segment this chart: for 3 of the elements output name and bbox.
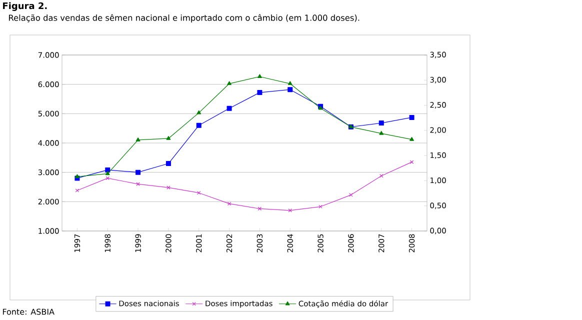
chart-subtitle: Relação das vendas de sêmen nacional e importado com o câmbio (em 1.000 doses). [9,14,360,22]
chart-title: Figura 2. [3,2,47,11]
source-note: Fonte: ASBIA [2,308,54,315]
